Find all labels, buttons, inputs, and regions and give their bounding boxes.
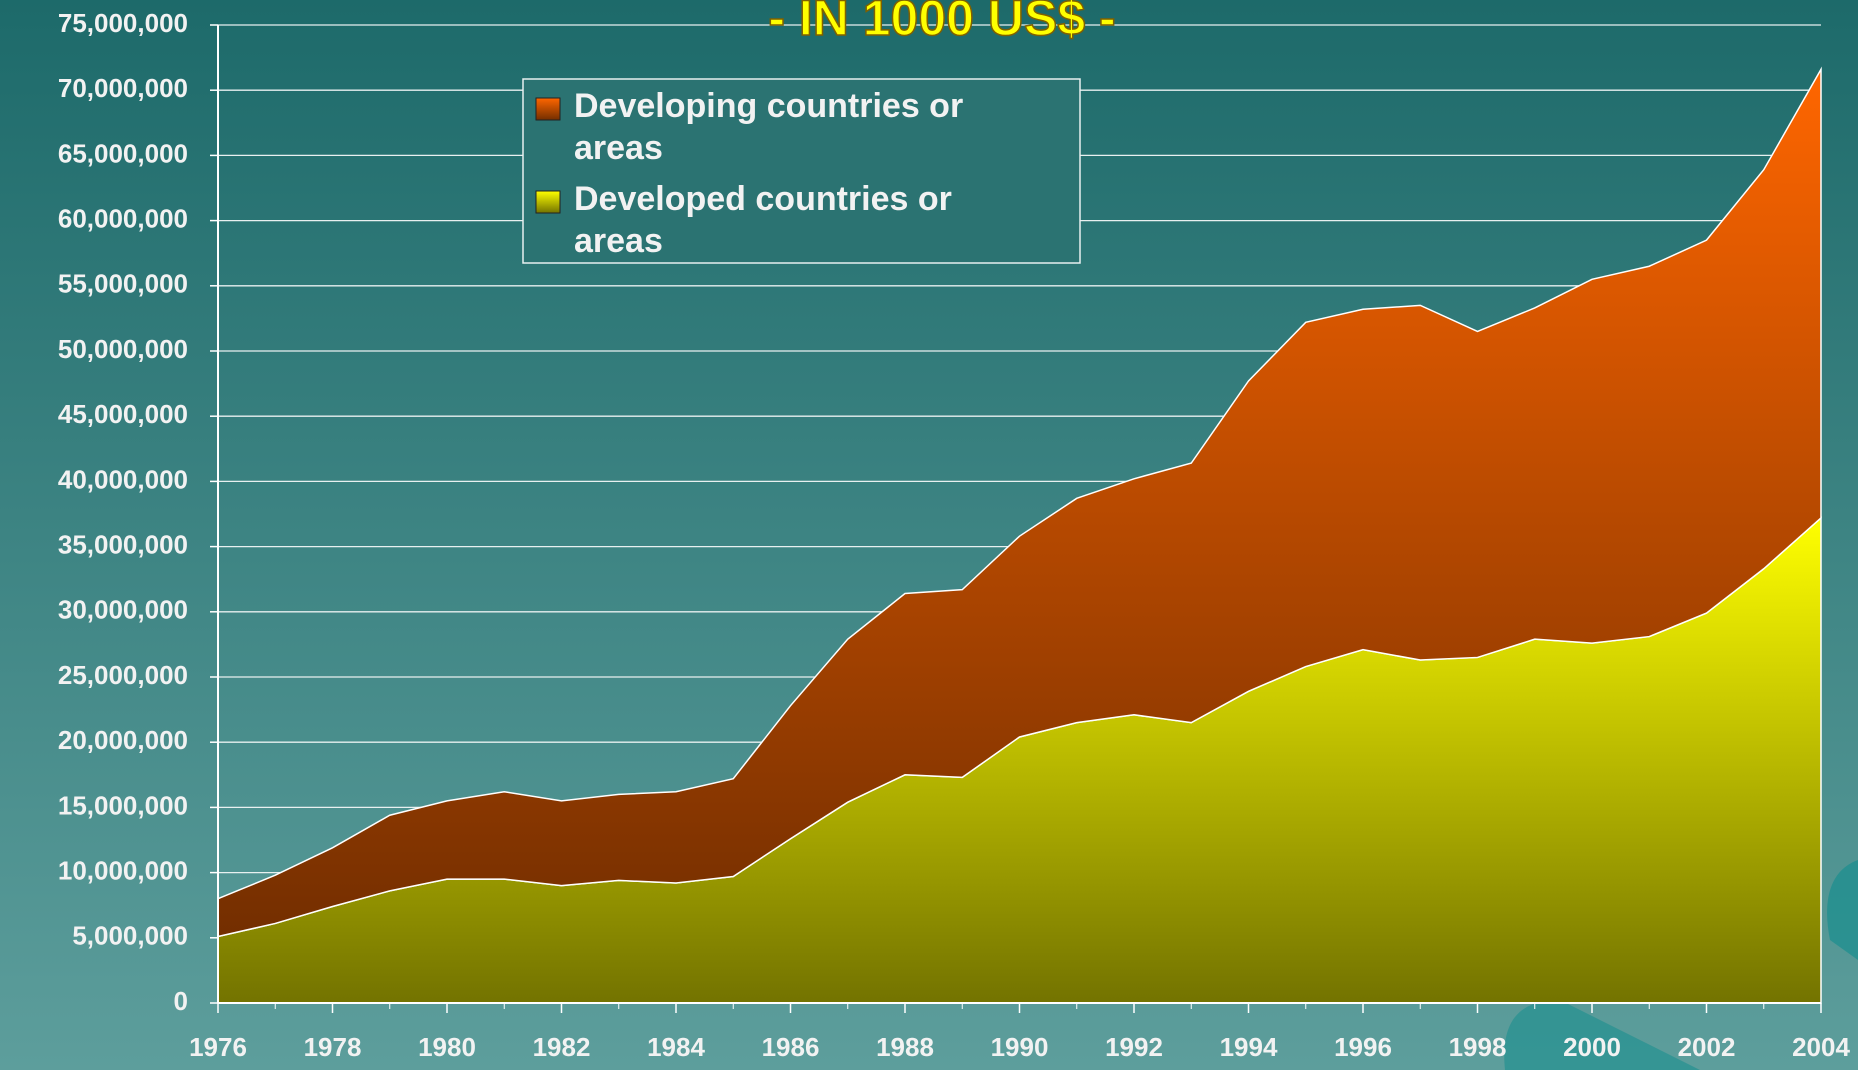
y-tick-label: 45,000,000: [58, 399, 188, 429]
x-tick-label: 1980: [418, 1032, 476, 1062]
x-tick-label: 1998: [1449, 1032, 1507, 1062]
legend-label-text-wrap: areas: [574, 222, 663, 260]
x-tick-label: 1986: [762, 1032, 820, 1062]
y-tick-label: 20,000,000: [58, 725, 188, 755]
page: 0 5,000,000 10,000,000 15,000,000 20,000,000…: [0, 0, 1858, 1070]
y-tick-label: 60,000,000: [58, 203, 188, 233]
y-tick-label: 70,000,000: [58, 73, 188, 103]
y-tick-label: 15,000,000: [58, 790, 188, 820]
y-tick-label: 65,000,000: [58, 138, 188, 168]
legend-swatch: [536, 98, 560, 120]
chart: 0 5,000,000 10,000,000 15,000,000 20,000,000…: [0, 0, 1858, 1070]
x-tick-label: 1978: [304, 1032, 362, 1062]
y-tick-label: 30,000,000: [58, 595, 188, 625]
x-tick-label: 1996: [1334, 1032, 1392, 1062]
legend-swatch: [536, 191, 560, 213]
legend-label-text-wrap: areas: [574, 129, 663, 167]
y-tick-label: 0: [174, 986, 188, 1016]
x-tick-label: 2004: [1792, 1032, 1850, 1062]
y-tick-label: 50,000,000: [58, 334, 188, 364]
x-tick-label: 1994: [1220, 1032, 1278, 1062]
x-tick-label: 1976: [189, 1032, 247, 1062]
y-tick-label: 35,000,000: [58, 529, 188, 559]
legend: Developing countries or areas Developed co…: [523, 79, 1080, 263]
legend-label-text: Developing countries or: [574, 87, 963, 125]
x-tick-label: 2000: [1563, 1032, 1621, 1062]
x-tick-label: 1988: [876, 1032, 934, 1062]
x-tick-label: 1984: [647, 1032, 705, 1062]
y-tick-label: 40,000,000: [58, 464, 188, 494]
x-tick-label: 1990: [991, 1032, 1049, 1062]
chart-title: - IN 1000 US$ -: [768, 0, 1115, 46]
legend-label-text: Developed countries or: [574, 180, 952, 218]
y-tick-label: 25,000,000: [58, 660, 188, 690]
y-tick-label: 10,000,000: [58, 855, 188, 885]
x-tick-label: 1992: [1105, 1032, 1163, 1062]
y-tick-label: 5,000,000: [72, 921, 188, 951]
y-tick-label: 55,000,000: [58, 269, 188, 299]
x-tick-label: 1982: [533, 1032, 591, 1062]
y-tick-label: 75,000,000: [58, 8, 188, 38]
x-tick-label: 2002: [1678, 1032, 1736, 1062]
